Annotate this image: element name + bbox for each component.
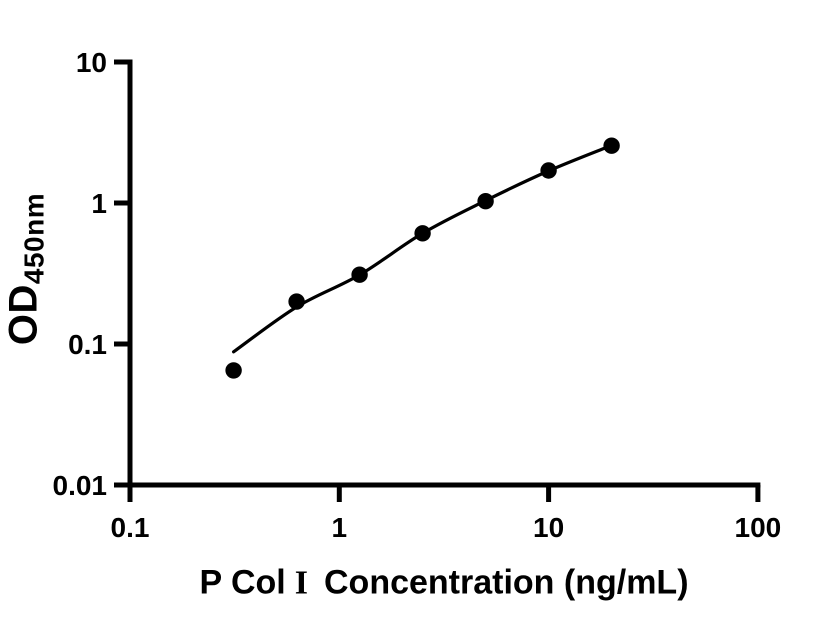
x-axis-title-suffix: Concentration (ng/mL) bbox=[323, 563, 689, 602]
x-tick-label: 0.1 bbox=[111, 512, 150, 543]
x-tick-label: 1 bbox=[332, 512, 348, 543]
data-point bbox=[477, 193, 494, 210]
data-point bbox=[414, 225, 431, 242]
y-tick-label: 1 bbox=[91, 188, 107, 219]
y-axis-title-main: OD bbox=[1, 284, 46, 346]
x-tick-label: 10 bbox=[533, 512, 564, 543]
x-tick-label: 100 bbox=[735, 512, 782, 543]
data-point bbox=[288, 293, 305, 310]
y-tick-label: 0.1 bbox=[68, 329, 107, 360]
x-axis-title-numeral: I bbox=[294, 564, 308, 602]
fit-curve bbox=[232, 143, 614, 354]
data-point bbox=[351, 266, 368, 283]
data-point bbox=[603, 137, 620, 154]
x-axis-title-prefix: P Col bbox=[199, 563, 286, 602]
x-axis-title: P Col I Concentration (ng/mL) bbox=[199, 564, 688, 603]
data-point bbox=[225, 362, 242, 379]
y-axis-title-sub: 450nm bbox=[18, 192, 50, 285]
y-tick-label: 0.01 bbox=[53, 470, 108, 501]
data-point bbox=[540, 162, 557, 179]
y-tick-label: 10 bbox=[76, 47, 107, 78]
y-axis-title: OD450nm bbox=[1, 193, 50, 346]
